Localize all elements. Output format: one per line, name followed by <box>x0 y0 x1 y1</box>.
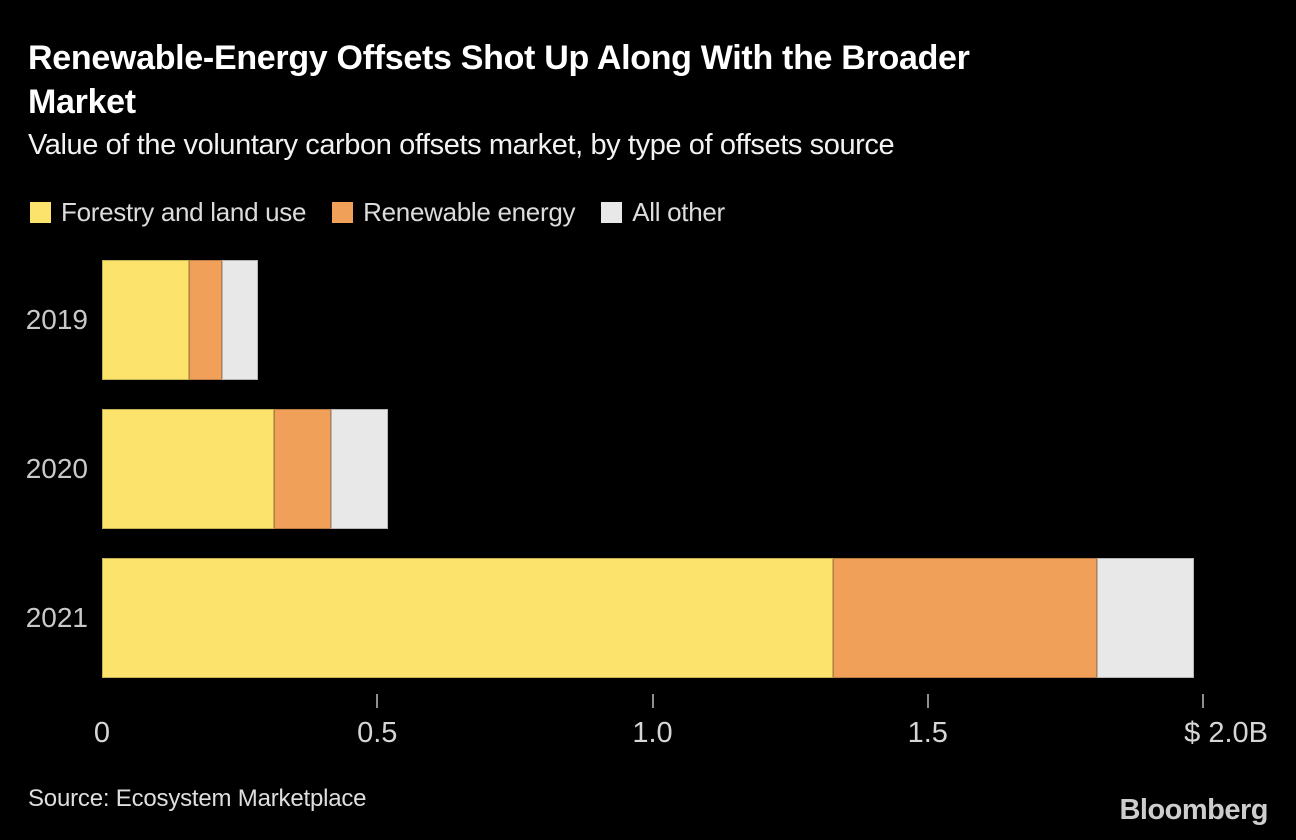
bar-segment-2020-renewable-energy <box>274 409 331 529</box>
bar-segment-2021-renewable-energy <box>833 558 1097 678</box>
axis-label-2: $ 2.0B <box>1184 717 1268 749</box>
bar-segment-2019-all-other <box>222 260 258 380</box>
axis-label-1.5: 1.5 <box>907 717 948 749</box>
stacked-bar-2021 <box>102 558 1194 678</box>
source-note: Source: Ecosystem Marketplace <box>28 785 367 812</box>
legend-item-renewable-energy: Renewable energy <box>332 197 575 228</box>
bar-segment-2020-forestry-and-land-use <box>102 409 274 529</box>
axis-label-0: 0 <box>93 717 111 749</box>
x-axis: 0 0.5 1.0 1.5 $ 2.0B <box>94 694 1296 764</box>
bar-segment-2019-forestry-and-land-use <box>102 260 189 380</box>
category-label-2020: 2020 <box>25 453 88 484</box>
plot-area: 0 0.5 1.0 1.5 $ 2.0B 2019 2020 2021 <box>0 260 1296 770</box>
bar-row-2019: 2019 <box>0 260 1296 380</box>
legend: Forestry and land use Renewable energy All… <box>30 197 725 228</box>
legend-item-all-other: All other <box>601 197 725 228</box>
chart-title: Renewable-Energy Offsets Shot Up Along W… <box>28 39 970 121</box>
axis-tick-1.5 <box>926 694 929 708</box>
bar-row-2021: 2021 <box>0 558 1296 678</box>
category-label-2019: 2019 <box>25 304 88 335</box>
chart-subtitle: Value of the voluntary carbon offsets ma… <box>28 129 895 161</box>
bar-segment-2019-renewable-energy <box>189 260 222 380</box>
axis-label-1: 1.0 <box>632 717 673 749</box>
legend-item-forestry-and-land-use: Forestry and land use <box>30 197 306 228</box>
legend-label-forestry-and-land-use: Forestry and land use <box>61 197 307 227</box>
stacked-bar-2020 <box>102 409 388 529</box>
axis-tick-1 <box>651 694 654 708</box>
category-label-2021: 2021 <box>25 602 88 633</box>
bar-segment-2021-all-other <box>1097 558 1194 678</box>
bar-segment-2020-all-other <box>331 409 388 529</box>
legend-swatch-all-other <box>601 202 623 223</box>
stacked-bar-2019 <box>102 260 258 380</box>
bloomberg-logo: Bloomberg <box>1119 794 1268 826</box>
axis-label-0.5: 0.5 <box>357 717 398 749</box>
axis-tick-0.5 <box>376 694 379 708</box>
axis-tick-2 <box>1202 694 1204 708</box>
legend-label-renewable-energy: Renewable energy <box>363 197 576 227</box>
legend-swatch-forestry-and-land-use <box>30 202 51 223</box>
legend-swatch-renewable-energy <box>332 202 354 223</box>
bar-segment-2021-forestry-and-land-use <box>102 558 833 678</box>
legend-label-all-other: All other <box>632 197 725 227</box>
bar-row-2020: 2020 <box>0 409 1296 529</box>
